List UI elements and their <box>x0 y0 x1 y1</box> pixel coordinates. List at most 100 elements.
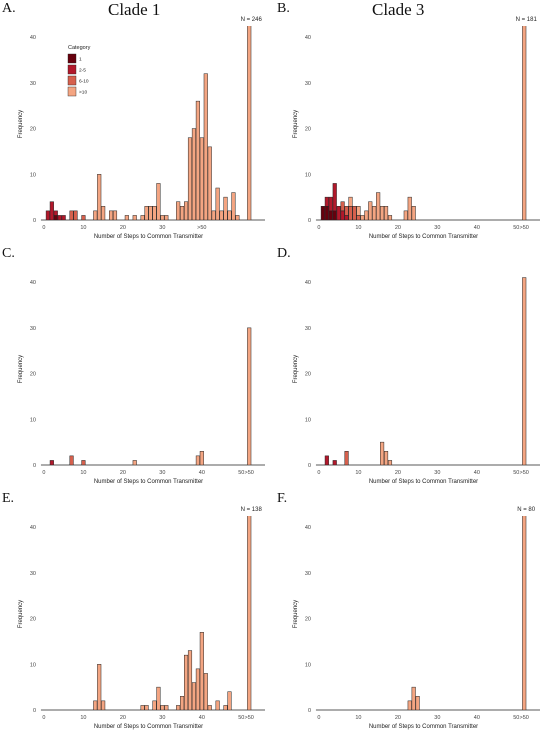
bar-cat-gt10 <box>184 654 189 710</box>
bar-cat-gt10 <box>148 206 153 220</box>
bar-cat-gt10 <box>356 206 361 216</box>
bar-cat-6-10 <box>73 210 78 220</box>
bar-cat-6-10 <box>340 201 345 212</box>
y-tick-label: 0 <box>308 463 311 469</box>
bar-cat-gt10 <box>97 664 102 710</box>
x-tick-label: 40 <box>199 470 205 476</box>
bar-cat-gt10 <box>187 650 193 710</box>
panel-a: A. 0 10 20 30 40 0 10 20 30 >50 Number of Steps to… <box>0 0 275 245</box>
bar-cat-gt10 <box>152 206 157 220</box>
bar-cat-gt10 <box>368 201 373 220</box>
y-tick-label: 20 <box>305 127 311 133</box>
legend-label: 6-10 <box>79 79 89 85</box>
bar-cat-2-5 <box>57 215 62 220</box>
x-tick-label: 10 <box>355 225 361 231</box>
bar-cat-gt10 <box>93 210 98 220</box>
panel-f-chart: 0 10 20 30 40 0 10 20 30 40 50 >50 Number of Steps t… <box>293 507 540 730</box>
y-tick-label: 40 <box>305 35 311 41</box>
y-tick-label: 10 <box>305 417 311 423</box>
y-tick-label: 10 <box>30 417 36 423</box>
legend-swatch-cat-1 <box>67 53 77 64</box>
x-axis-label: Number of Steps to Common Transmitter <box>94 234 203 240</box>
y-axis-label: Frequency <box>18 110 24 138</box>
legend-label: 1 <box>79 57 82 63</box>
x-tick-label: 30 <box>159 225 165 231</box>
legend-label: >10 <box>79 90 87 96</box>
x-tick-label: 20 <box>395 470 401 476</box>
x-tick-label: >50 <box>520 715 529 721</box>
bar-cat-gt10 <box>176 705 181 710</box>
bar-cat-gt10 <box>415 696 420 710</box>
x-axis-label: Number of Steps to Common Transmitter <box>369 479 478 485</box>
bar-cat-gt10 <box>376 192 381 220</box>
y-tick-label: 10 <box>30 662 36 668</box>
x-tick-label: 20 <box>120 715 126 721</box>
bar-cat-6-10 <box>344 206 349 216</box>
x-tick-label: 40 <box>474 225 480 231</box>
bar-cat-1 <box>332 210 337 220</box>
bar-cat-gt10 <box>195 100 200 220</box>
bar-cat-2-5 <box>49 201 54 220</box>
x-tick-label: 20 <box>120 225 126 231</box>
bar-cat-gt10 <box>522 516 527 710</box>
y-tick-label: 40 <box>30 280 36 286</box>
bar-cat-1 <box>320 206 325 220</box>
bar-cat-1 <box>324 206 329 220</box>
legend-swatch-cat-6-10 <box>67 75 77 86</box>
y-tick-label: 30 <box>305 571 311 577</box>
bar-cat-gt10 <box>364 210 369 220</box>
bar-cat-gt10 <box>140 215 145 220</box>
bar-cat-6-10 <box>348 206 353 220</box>
x-tick-label: 20 <box>395 715 401 721</box>
bar-cat-6-10 <box>81 460 86 465</box>
y-tick-label: 20 <box>305 372 311 378</box>
x-tick-label: 50 <box>513 470 519 476</box>
bar-cat-2-5 <box>328 196 333 212</box>
y-axis-label: Frequency <box>293 110 299 138</box>
y-tick-label: 20 <box>30 617 36 623</box>
x-tick-label: 0 <box>317 715 320 721</box>
x-tick-label: 50 <box>238 470 244 476</box>
bar-cat-gt10 <box>207 146 212 220</box>
panel-c-letter: C. <box>2 246 15 261</box>
panel-d: D. 0 10 20 30 40 0 10 20 30 40 50 >50 Number of Step… <box>275 245 550 490</box>
y-tick-label: 30 <box>30 81 36 87</box>
bar-cat-gt10 <box>180 696 185 710</box>
panel-a-chart: 0 10 20 30 40 0 10 20 30 >50 Number of Steps to Co… <box>18 17 265 240</box>
bar-cat-gt10 <box>156 686 161 710</box>
bar-cat-gt10 <box>164 705 169 710</box>
bar-cat-gt10 <box>97 174 102 220</box>
bar-cat-gt10 <box>380 441 385 465</box>
x-tick-label: 40 <box>199 715 205 721</box>
x-axis-label: Number of Steps to Common Transmitter <box>94 724 203 730</box>
y-axis-label: Frequency <box>18 355 24 383</box>
y-tick-label: 0 <box>33 218 36 224</box>
sample-size-label: N = 80 <box>517 507 536 513</box>
bar-cat-gt10 <box>247 26 252 220</box>
bar-cat-gt10 <box>203 673 208 710</box>
x-tick-label: >50 <box>520 225 529 231</box>
bar-cat-gt10 <box>101 206 106 220</box>
bar-cat-gt10 <box>215 700 220 710</box>
bar-cat-gt10 <box>199 451 204 465</box>
bar-cat-2-5 <box>324 455 329 465</box>
y-tick-label: 30 <box>305 326 311 332</box>
x-tick-label: 50 <box>238 715 244 721</box>
bar-cat-gt10 <box>199 137 204 220</box>
panel-d-letter: D. <box>277 246 291 261</box>
bar-cat-gt10 <box>227 691 232 710</box>
y-axis-label: Frequency <box>18 600 24 628</box>
x-tick-label: 50 <box>513 225 519 231</box>
x-tick-label: 20 <box>120 470 126 476</box>
panel-b-chart: 0 10 20 30 40 0 10 20 30 40 50 >50 Number of Steps t… <box>293 17 540 240</box>
x-tick-label: >50 <box>245 470 254 476</box>
panel-c: C. 0 10 20 30 40 0 10 20 30 40 50 >50 Number of Step… <box>0 245 275 490</box>
bar-cat-gt10 <box>223 196 228 220</box>
bar-cat-gt10 <box>203 73 208 220</box>
y-tick-label: 0 <box>33 463 36 469</box>
bar-cat-2-5 <box>332 183 337 212</box>
x-axis-label: Number of Steps to Common Transmitter <box>369 724 478 730</box>
x-tick-label: 10 <box>355 470 361 476</box>
x-tick-label: 10 <box>80 470 86 476</box>
x-tick-label: 50 <box>513 715 519 721</box>
